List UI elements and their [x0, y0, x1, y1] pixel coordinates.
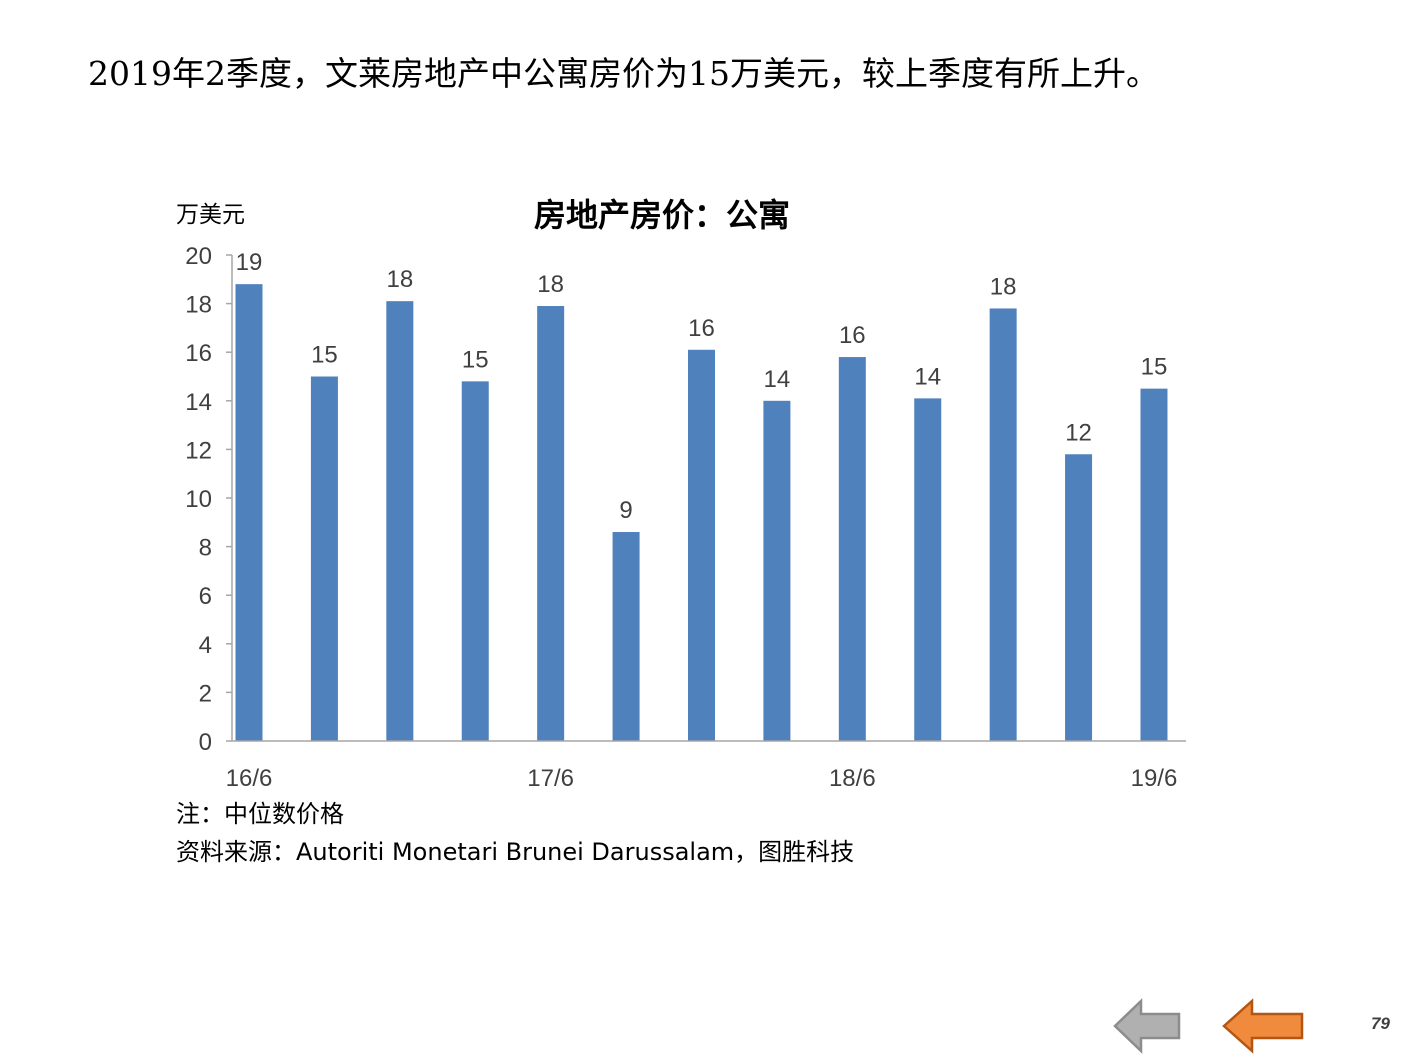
- page-headline: 2019年2季度，文莱房地产中公寓房价为15万美元，较上季度有所上升。: [88, 54, 1159, 93]
- bar-data-label: 18: [537, 271, 564, 298]
- y-tick-label: 4: [199, 632, 212, 659]
- x-tick-label: 18/6: [829, 765, 876, 792]
- bar: [386, 301, 414, 741]
- y-axis: 0 2 4 6 8 10 12 14 16 18 20: [185, 243, 233, 756]
- bar-data-label: 19: [236, 249, 263, 276]
- bar: [687, 349, 715, 741]
- forward-arrow-button[interactable]: [1222, 998, 1308, 1054]
- bar: [1140, 388, 1168, 741]
- bar: [235, 284, 263, 741]
- left-arrow-icon: [1113, 998, 1181, 1054]
- bar-data-label: 16: [839, 322, 866, 349]
- bar-data-label: 15: [462, 346, 489, 373]
- y-tick-label: 0: [199, 729, 212, 756]
- bar: [310, 376, 338, 741]
- y-tick-label: 10: [185, 486, 212, 513]
- bar: [838, 357, 866, 741]
- bars: 19 15 18 15 18 9 16 14 16 14 18 12 15: [235, 249, 1168, 741]
- y-tick-label: 14: [185, 389, 212, 416]
- bar: [763, 400, 791, 741]
- x-tick-label: 16/6: [226, 765, 273, 792]
- bar: [989, 308, 1017, 741]
- bar-data-label: 14: [764, 366, 791, 393]
- bar-data-label: 9: [619, 497, 632, 524]
- y-tick-label: 6: [199, 583, 212, 610]
- y-tick-label: 2: [199, 680, 212, 707]
- x-axis: 16/6 17/6 18/6 19/6: [226, 740, 1186, 792]
- y-tick-label: 18: [185, 292, 212, 319]
- bar-data-label: 18: [990, 273, 1017, 300]
- chart-title: 房地产房价：公寓: [534, 196, 790, 234]
- bar: [1065, 454, 1093, 741]
- bar: [612, 532, 640, 741]
- x-tick-label: 19/6: [1131, 765, 1178, 792]
- bar: [914, 398, 942, 741]
- bar: [537, 306, 565, 741]
- bar-data-label: 18: [386, 266, 413, 293]
- chart-source: 资料来源：Autoriti Monetari Brunei Darussalam…: [176, 838, 855, 866]
- bar-data-label: 16: [688, 315, 715, 342]
- page-number: 79: [1371, 1014, 1390, 1033]
- y-tick-label: 8: [199, 535, 212, 562]
- y-tick-label: 12: [185, 437, 212, 464]
- bar-data-label: 15: [1141, 354, 1168, 381]
- bar-data-label: 15: [311, 342, 338, 369]
- chart-note: 注：中位数价格: [176, 800, 344, 828]
- orange-left-arrow-icon: [1222, 998, 1304, 1054]
- bar-data-label: 14: [914, 363, 941, 390]
- y-axis-unit-label: 万美元: [176, 202, 245, 228]
- bar: [461, 381, 489, 741]
- x-tick-label: 17/6: [527, 765, 574, 792]
- back-arrow-button[interactable]: [1113, 998, 1183, 1054]
- y-tick-label: 16: [185, 340, 212, 367]
- bar-data-label: 12: [1065, 419, 1092, 446]
- y-tick-label: 20: [185, 243, 212, 270]
